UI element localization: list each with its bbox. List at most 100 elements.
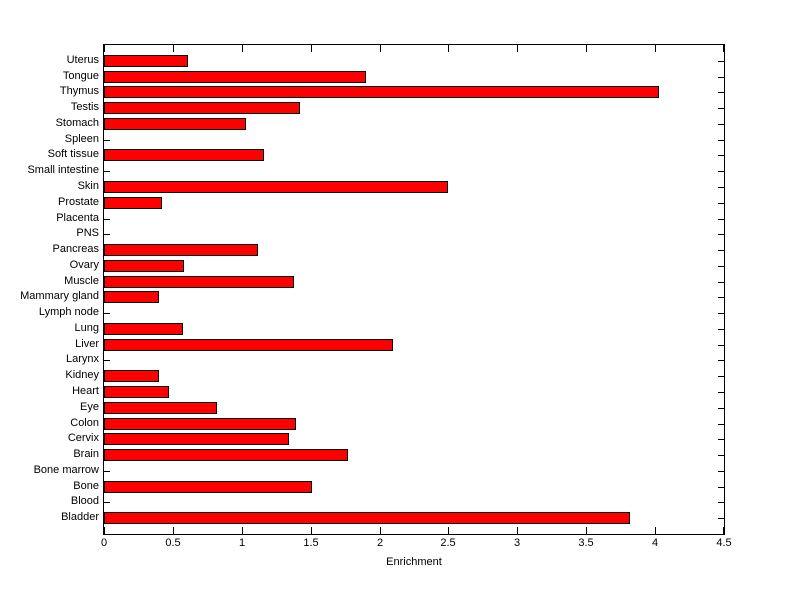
x-tick [586, 527, 587, 534]
y-tick [718, 297, 724, 298]
bar-mammary-gland [104, 291, 159, 303]
category-label-pns: PNS [76, 227, 99, 239]
y-tick [718, 455, 724, 456]
x-tick-label: 2.5 [440, 537, 456, 549]
y-tick [104, 234, 110, 235]
y-tick [718, 313, 724, 314]
bar-muscle [104, 276, 294, 288]
y-tick [718, 424, 724, 425]
y-tick [718, 171, 724, 172]
x-tick [242, 527, 243, 534]
bar-skin [104, 181, 448, 193]
y-tick [718, 266, 724, 267]
bar-brain [104, 449, 348, 461]
y-tick [104, 171, 110, 172]
category-label-lung: Lung [74, 322, 99, 334]
category-label-skin: Skin [77, 180, 99, 192]
category-label-liver: Liver [75, 338, 99, 350]
bar-cervix [104, 433, 289, 445]
y-tick [718, 345, 724, 346]
y-tick [718, 219, 724, 220]
bar-thymus [104, 86, 659, 98]
category-label-tongue: Tongue [62, 70, 99, 82]
bar-colon [104, 418, 296, 430]
y-tick [718, 329, 724, 330]
bar-stomach [104, 118, 246, 130]
x-tick [173, 527, 174, 534]
y-tick [718, 471, 724, 472]
category-label-prostate: Prostate [58, 196, 99, 208]
category-label-muscle: Muscle [64, 275, 99, 287]
category-label-uterus: Uterus [66, 54, 99, 66]
x-tick [448, 527, 449, 534]
x-tick [517, 45, 518, 52]
x-tick-label: 0 [100, 537, 108, 549]
category-label-bone-marrow: Bone marrow [33, 464, 99, 476]
x-tick [655, 527, 656, 534]
y-tick [104, 360, 110, 361]
x-tick [173, 45, 174, 52]
bar-ovary [104, 260, 184, 272]
y-tick [718, 408, 724, 409]
x-axis-title: Enrichment [386, 556, 442, 568]
bar-heart [104, 386, 169, 398]
bar-soft-tissue [104, 149, 264, 161]
x-tick [655, 45, 656, 52]
x-tick-label: 4 [651, 537, 659, 549]
category-label-pancreas: Pancreas [52, 243, 99, 255]
category-label-larynx: Larynx [65, 353, 99, 365]
category-label-brain: Brain [73, 448, 99, 460]
x-tick-label: 3.5 [578, 537, 594, 549]
y-tick [718, 439, 724, 440]
category-label-thymus: Thymus [59, 85, 99, 97]
bar-prostate [104, 197, 162, 209]
y-tick [718, 61, 724, 62]
x-tick-label: 2 [376, 537, 384, 549]
x-tick [448, 45, 449, 52]
category-label-heart: Heart [72, 385, 99, 397]
bar-kidney [104, 370, 159, 382]
y-tick [718, 92, 724, 93]
y-tick [104, 471, 110, 472]
y-tick [718, 360, 724, 361]
bar-pancreas [104, 244, 258, 256]
bar-eye [104, 402, 217, 414]
y-tick [718, 392, 724, 393]
category-label-mammary-gland: Mammary gland [20, 290, 99, 302]
x-tick-label: 1.5 [303, 537, 319, 549]
bar-bladder [104, 512, 630, 524]
x-tick [311, 45, 312, 52]
x-tick [242, 45, 243, 52]
x-tick-label: 1 [238, 537, 246, 549]
y-tick [718, 187, 724, 188]
category-label-small-intestine: Small intestine [27, 164, 99, 176]
category-label-spleen: Spleen [64, 133, 99, 145]
category-label-kidney: Kidney [65, 369, 99, 381]
x-tick [380, 45, 381, 52]
category-label-blood: Blood [70, 495, 99, 507]
category-label-soft-tissue: Soft tissue [47, 148, 99, 160]
x-tick-label: 4.5 [716, 537, 732, 549]
y-tick [718, 487, 724, 488]
category-label-placenta: Placenta [56, 212, 99, 224]
bar-lung [104, 323, 183, 335]
category-label-lymph-node: Lymph node [38, 306, 99, 318]
category-label-cervix: Cervix [67, 432, 99, 444]
y-tick [718, 282, 724, 283]
x-tick-label: 3 [513, 537, 521, 549]
x-tick [723, 527, 724, 534]
x-tick [104, 527, 105, 534]
y-tick [104, 140, 110, 141]
y-tick [718, 108, 724, 109]
y-tick [718, 234, 724, 235]
category-label-eye: Eye [80, 401, 99, 413]
y-tick [718, 155, 724, 156]
y-tick [718, 502, 724, 503]
y-tick [718, 518, 724, 519]
category-label-ovary: Ovary [69, 259, 99, 271]
y-tick [718, 77, 724, 78]
x-tick [104, 45, 105, 52]
y-tick [718, 124, 724, 125]
y-tick [718, 250, 724, 251]
